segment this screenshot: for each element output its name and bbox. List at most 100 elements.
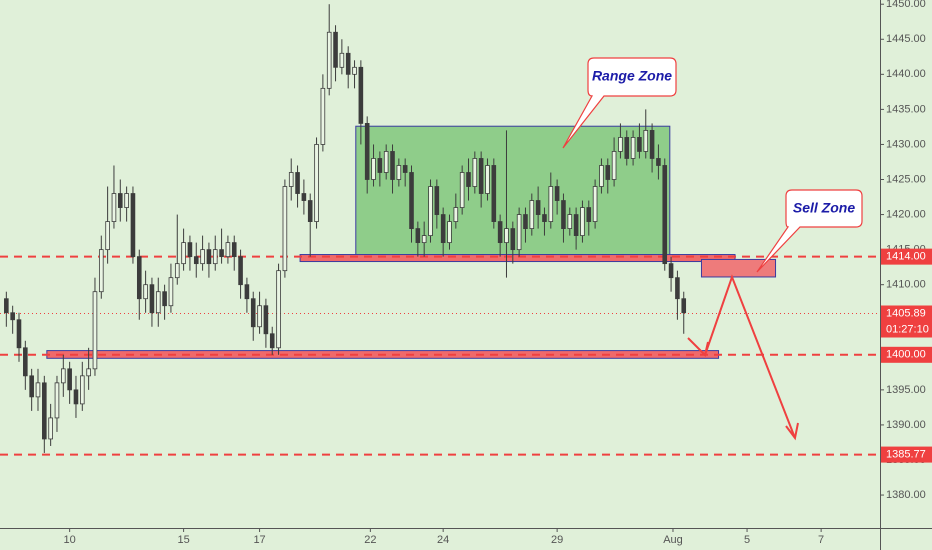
level-label-bg <box>881 248 932 265</box>
candle-body <box>472 158 478 187</box>
candle-body <box>377 158 383 173</box>
candle-body <box>383 151 389 173</box>
y-tick-label: 1425.00 <box>886 173 926 185</box>
candle-body <box>529 200 535 229</box>
candle-body <box>592 186 598 222</box>
arrow-head <box>785 422 799 441</box>
callout-box <box>756 189 863 273</box>
y-tick-label: 1395.00 <box>886 384 926 396</box>
candle-body <box>345 52 351 75</box>
candle-body <box>586 207 592 222</box>
candle-body <box>4 298 9 314</box>
y-tick-label: 1410.00 <box>886 279 926 291</box>
candle-body <box>459 172 465 208</box>
candle-body <box>523 214 528 229</box>
candle-body <box>23 347 28 377</box>
level-label: 1400.00 <box>886 349 926 361</box>
candle-body <box>98 249 104 293</box>
last-price-bg <box>881 305 932 338</box>
candle-body <box>358 66 364 124</box>
candle-body <box>548 186 554 222</box>
candle-body <box>193 256 199 265</box>
candle-body <box>421 235 427 244</box>
candle-body <box>624 137 630 159</box>
candle-body <box>599 165 604 187</box>
candle-body <box>447 221 452 244</box>
candle-body <box>29 375 34 398</box>
candle-body <box>611 151 617 180</box>
candle-body <box>10 312 15 321</box>
candle-body <box>314 144 319 222</box>
candle-body <box>415 228 421 244</box>
arrow-head <box>687 337 709 357</box>
candle-body <box>504 228 509 244</box>
levels <box>0 255 880 456</box>
x-tick-label: 15 <box>177 534 189 546</box>
candle-body <box>187 242 193 258</box>
candle-body <box>219 249 224 258</box>
candle-body <box>656 158 661 166</box>
candle-body <box>402 165 408 173</box>
candle-body <box>320 87 326 145</box>
candle-body <box>212 249 218 265</box>
candle-body <box>333 31 338 68</box>
candle-body <box>80 375 85 405</box>
candle-body <box>478 158 484 194</box>
candle-body <box>352 66 357 75</box>
candle-body <box>516 214 522 251</box>
y-tick-label: 1435.00 <box>886 103 926 115</box>
candle-body <box>580 207 585 237</box>
candle-body <box>662 165 668 265</box>
level-label-bg <box>881 446 932 463</box>
candle-body <box>301 193 307 201</box>
candle-body <box>371 158 376 180</box>
x-tick-label: 29 <box>551 534 563 546</box>
candle-body <box>561 200 566 229</box>
candle-body <box>364 123 370 180</box>
candle-body <box>130 193 136 258</box>
x-tick-label: 5 <box>744 534 750 546</box>
candle-body <box>567 214 573 229</box>
candle-body <box>61 368 66 384</box>
candle-body <box>225 242 231 258</box>
y-tick-label: 1390.00 <box>886 419 926 431</box>
y-tick-label: 1420.00 <box>886 208 926 220</box>
last-price-label: 1405.89 <box>886 307 926 319</box>
candle-body <box>136 256 142 300</box>
candle-body <box>491 165 497 222</box>
candle-body <box>54 382 60 419</box>
x-tick-label: 24 <box>437 534 449 546</box>
candle-body <box>618 137 623 152</box>
candle-body <box>250 298 256 328</box>
x-tick-label: 17 <box>253 534 265 546</box>
level-label: 1414.00 <box>886 251 926 263</box>
candle-body <box>124 193 129 208</box>
candle-body <box>675 277 680 300</box>
callout-text: Sell Zone <box>793 200 855 216</box>
candle-body <box>276 270 281 349</box>
level-label-bg <box>881 346 932 363</box>
zone <box>700 258 777 278</box>
range-callout: Range Zone <box>562 57 677 149</box>
candle-body <box>573 214 579 237</box>
candle-body <box>630 137 636 159</box>
candle-body <box>510 228 516 251</box>
x-tick-label: Aug <box>663 534 683 546</box>
candle-body <box>453 207 459 222</box>
candle-body <box>643 130 649 152</box>
candle-body <box>238 256 243 286</box>
candle-body <box>485 165 490 194</box>
x-tick-label: 7 <box>818 534 824 546</box>
candle-body <box>16 319 22 349</box>
candle-body <box>295 172 300 194</box>
candle-body <box>206 249 212 265</box>
candle-body <box>497 221 503 244</box>
y-tick-label: 1440.00 <box>886 68 926 80</box>
countdown: 01:27:10 <box>886 323 929 335</box>
sell-callout: Sell Zone <box>756 189 863 273</box>
candle-body <box>396 165 402 180</box>
candle-body <box>605 165 611 180</box>
zone <box>299 254 736 263</box>
candle-body <box>339 52 345 68</box>
candle-body <box>105 221 110 251</box>
